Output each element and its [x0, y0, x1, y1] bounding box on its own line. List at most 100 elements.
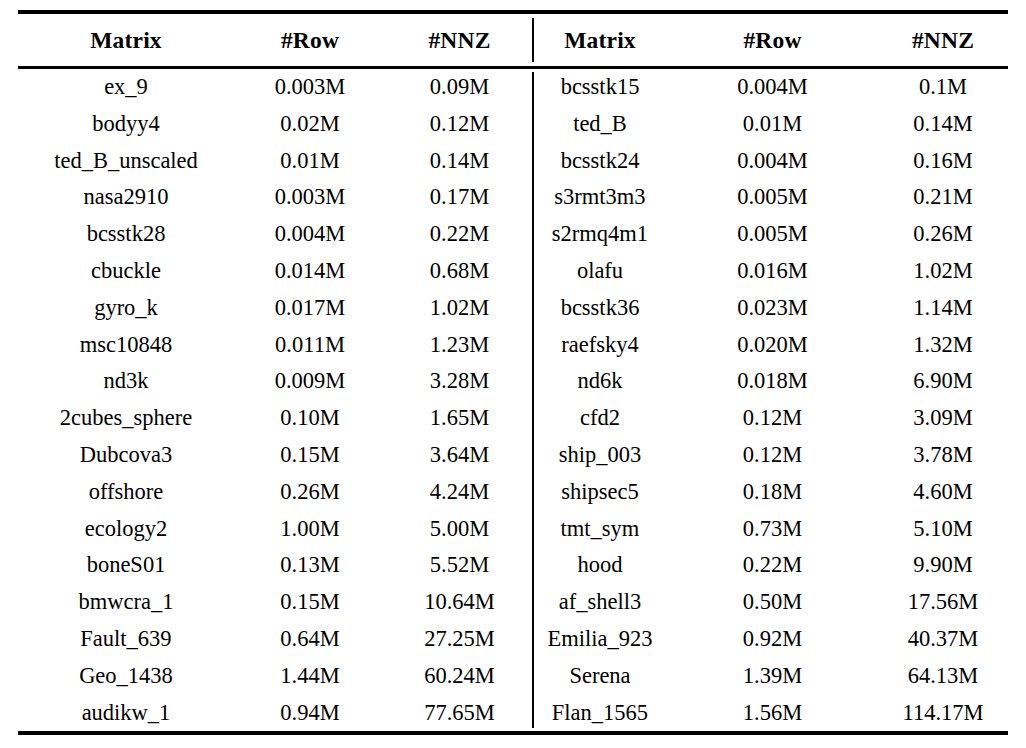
table-cell-right-row: 0.005M — [667, 216, 878, 253]
table-cell-left-nnz: 0.68M — [386, 253, 533, 290]
table-cell-right-nnz: 114.17M — [878, 695, 1008, 732]
table-cell-left-nnz: 0.22M — [386, 216, 533, 253]
table-cell-right-row: 0.016M — [667, 253, 878, 290]
table-cell-right-nnz: 1.02M — [878, 253, 1008, 290]
table-cell-right-matrix: af_shell3 — [533, 584, 667, 621]
table-cell-left-nnz: 0.09M — [386, 69, 533, 106]
table-cell-right-nnz: 0.1M — [878, 69, 1008, 106]
header-cell-matrix-left: Matrix — [18, 27, 234, 54]
table-cell-left-nnz: 1.02M — [386, 290, 533, 327]
table-cell-left-matrix: audikw_1 — [18, 695, 234, 732]
table-cell-right-matrix: bcsstk15 — [533, 69, 667, 106]
table-cell-left-nnz: 0.12M — [386, 106, 533, 143]
table-cell-left-row: 0.003M — [234, 69, 386, 106]
table-cell-right-nnz: 0.16M — [878, 143, 1008, 180]
table-cell-right-row: 0.50M — [667, 584, 878, 621]
table-cell-right-nnz: 17.56M — [878, 584, 1008, 621]
table-cell-left-row: 0.94M — [234, 695, 386, 732]
table-cell-right-nnz: 1.32M — [878, 327, 1008, 364]
table-cell-right-nnz: 3.78M — [878, 437, 1008, 474]
table-cell-right-nnz: 3.09M — [878, 400, 1008, 437]
table-cell-right-row: 0.023M — [667, 290, 878, 327]
table-cell-right-nnz: 5.10M — [878, 511, 1008, 548]
table-cell-left-matrix: gyro_k — [18, 290, 234, 327]
table-cell-right-row: 0.92M — [667, 621, 878, 658]
table-cell-left-row: 0.26M — [234, 474, 386, 511]
table-cell-right-nnz: 6.90M — [878, 363, 1008, 400]
table-cell-left-row: 0.15M — [234, 584, 386, 621]
table-cell-right-nnz: 4.60M — [878, 474, 1008, 511]
table-cell-left-matrix: Dubcova3 — [18, 437, 234, 474]
table-cell-right-row: 0.020M — [667, 327, 878, 364]
table-cell-left-row: 0.017M — [234, 290, 386, 327]
table-cell-right-matrix: bcsstk36 — [533, 290, 667, 327]
table-cell-left-matrix: Geo_1438 — [18, 658, 234, 695]
table-cell-right-row: 1.56M — [667, 695, 878, 732]
table-cell-left-nnz: 5.52M — [386, 547, 533, 584]
table-cell-left-nnz: 3.64M — [386, 437, 533, 474]
table-cell-left-matrix: bmwcra_1 — [18, 584, 234, 621]
table-cell-left-row: 1.44M — [234, 658, 386, 695]
table-cell-left-nnz: 1.23M — [386, 327, 533, 364]
table-cell-right-row: 0.22M — [667, 547, 878, 584]
table-cell-left-row: 0.02M — [234, 106, 386, 143]
table-cell-right-nnz: 64.13M — [878, 658, 1008, 695]
table-cell-right-row: 0.005M — [667, 179, 878, 216]
table-cell-left-row: 0.13M — [234, 547, 386, 584]
table-cell-right-matrix: cfd2 — [533, 400, 667, 437]
table-bottom-rule — [18, 731, 1008, 735]
table-cell-left-nnz: 0.14M — [386, 143, 533, 180]
column-divider-header — [532, 18, 534, 62]
table-cell-left-row: 0.64M — [234, 621, 386, 658]
table-cell-right-nnz: 9.90M — [878, 547, 1008, 584]
table-cell-right-matrix: hood — [533, 547, 667, 584]
matrix-table: Matrix #Row #NNZ Matrix #Row #NNZ ex_90.… — [18, 10, 1008, 735]
table-cell-left-row: 0.009M — [234, 363, 386, 400]
table-cell-left-nnz: 0.17M — [386, 179, 533, 216]
table-cell-left-matrix: boneS01 — [18, 547, 234, 584]
table-cell-left-matrix: bcsstk28 — [18, 216, 234, 253]
table-cell-left-nnz: 10.64M — [386, 584, 533, 621]
table-cell-right-row: 0.18M — [667, 474, 878, 511]
table-cell-right-matrix: Serena — [533, 658, 667, 695]
table-cell-left-row: 0.15M — [234, 437, 386, 474]
table-cell-right-nnz: 0.14M — [878, 106, 1008, 143]
table-cell-left-matrix: ecology2 — [18, 511, 234, 548]
table-cell-left-nnz: 1.65M — [386, 400, 533, 437]
table-cell-left-matrix: ted_B_unscaled — [18, 143, 234, 180]
table-header-row: Matrix #Row #NNZ Matrix #Row #NNZ — [18, 14, 1008, 66]
table-cell-left-row: 0.01M — [234, 143, 386, 180]
table-cell-left-nnz: 60.24M — [386, 658, 533, 695]
table-cell-right-matrix: Emilia_923 — [533, 621, 667, 658]
table-cell-left-matrix: Fault_639 — [18, 621, 234, 658]
table-cell-right-matrix: Flan_1565 — [533, 695, 667, 732]
table-cell-right-row: 0.004M — [667, 69, 878, 106]
table-cell-left-nnz: 4.24M — [386, 474, 533, 511]
table-cell-right-row: 0.73M — [667, 511, 878, 548]
table-cell-right-nnz: 0.26M — [878, 216, 1008, 253]
header-cell-nnz-left: #NNZ — [386, 27, 533, 54]
table-cell-right-matrix: s3rmt3m3 — [533, 179, 667, 216]
table-cell-right-row: 0.018M — [667, 363, 878, 400]
table-cell-left-nnz: 27.25M — [386, 621, 533, 658]
table-cell-left-nnz: 3.28M — [386, 363, 533, 400]
column-divider-body — [532, 72, 534, 728]
table-cell-left-row: 1.00M — [234, 511, 386, 548]
table-cell-right-nnz: 40.37M — [878, 621, 1008, 658]
table-cell-left-row: 0.004M — [234, 216, 386, 253]
table-cell-right-row: 1.39M — [667, 658, 878, 695]
table-cell-right-nnz: 1.14M — [878, 290, 1008, 327]
table-cell-left-matrix: nd3k — [18, 363, 234, 400]
header-cell-row-right: #Row — [667, 27, 878, 54]
table-cell-right-matrix: shipsec5 — [533, 474, 667, 511]
table-cell-right-matrix: olafu — [533, 253, 667, 290]
table-cell-left-matrix: bodyy4 — [18, 106, 234, 143]
table-cell-right-row: 0.004M — [667, 143, 878, 180]
table-cell-right-nnz: 0.21M — [878, 179, 1008, 216]
table-cell-left-matrix: msc10848 — [18, 327, 234, 364]
table-cell-right-matrix: ted_B — [533, 106, 667, 143]
table-cell-right-row: 0.12M — [667, 437, 878, 474]
table-cell-left-row: 0.003M — [234, 179, 386, 216]
table-cell-left-matrix: ex_9 — [18, 69, 234, 106]
table-cell-right-matrix: ship_003 — [533, 437, 667, 474]
